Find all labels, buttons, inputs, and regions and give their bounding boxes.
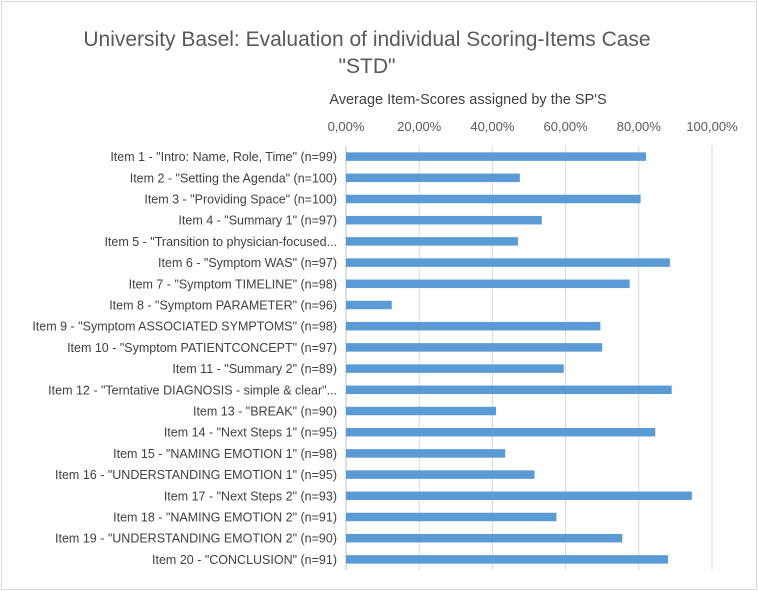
bar-item-14 (346, 427, 656, 437)
x-tick-label: 0,00% (328, 119, 365, 134)
category-label-item-4: Item 4 - "Summary 1" (n=97) (178, 214, 337, 228)
category-label-item-15: Item 15 - "NAMING EMOTION 1" (n=98) (113, 447, 337, 461)
bar-item-7 (346, 279, 630, 289)
bar-item-8 (346, 300, 392, 310)
category-label-item-12: Item 12 - "Terntative DIAGNOSIS - simple… (48, 383, 337, 397)
bars (346, 152, 692, 564)
category-label-item-3: Item 3 - "Providing Space" (n=100) (144, 193, 337, 207)
bar-item-13 (346, 406, 497, 416)
x-tick-labels: 0,00% 20,00% 40,00% 60,00% 80,00% 100,00% (328, 119, 739, 134)
gridlines (345, 146, 713, 570)
category-label-item-19: Item 19 - "UNDERSTANDING EMOTION 2" (n=9… (55, 532, 337, 546)
chart-title-line-2: "STD" (339, 55, 396, 78)
x-tick-label: 60,00% (544, 119, 589, 134)
category-label-item-14: Item 14 - "Next Steps 1" (n=95) (164, 426, 337, 440)
category-labels: Item 1 - "Intro: Name, Role, Time" (n=99… (32, 150, 337, 567)
category-label-item-5: Item 5 - "Transition to physician-focuse… (104, 235, 337, 249)
category-label-item-11: Item 11 - "Summary 2" (n=89) (172, 362, 337, 376)
bar-item-9 (346, 321, 601, 331)
bar-item-10 (346, 343, 603, 352)
category-label-item-18: Item 18 - "NAMING EMOTION 2" (n=91) (113, 511, 337, 525)
x-tick-label: 80,00% (617, 119, 662, 134)
category-label-item-13: Item 13 - "BREAK" (n=90) (193, 405, 337, 419)
bar-item-2 (346, 173, 520, 183)
category-label-item-16: Item 16 - "UNDERSTANDING EMOTION 1" (n=9… (55, 468, 337, 482)
bar-item-20 (346, 555, 669, 564)
bar-item-19 (346, 533, 623, 543)
bar-item-15 (346, 449, 506, 458)
bar-item-11 (346, 364, 564, 373)
bar-item-16 (346, 470, 535, 479)
bar-item-18 (346, 512, 557, 522)
bar-item-1 (346, 152, 647, 161)
category-label-item-1: Item 1 - "Intro: Name, Role, Time" (n=99… (110, 150, 337, 164)
category-label-item-20: Item 20 - "CONCLUSION" (n=91) (152, 553, 337, 567)
bar-item-17 (346, 491, 692, 501)
category-label-item-7: Item 7 - "Symptom TIMELINE" (n=98) (129, 277, 337, 291)
bar-item-12 (346, 385, 672, 395)
category-label-item-6: Item 6 - "Symptom WAS" (n=97) (158, 256, 337, 270)
category-label-item-9: Item 9 - "Symptom ASSOCIATED SYMPTOMS" (… (32, 320, 337, 334)
bar-item-5 (346, 237, 519, 246)
bar-item-3 (346, 194, 641, 204)
category-label-item-2: Item 2 - "Setting the Agenda" (n=100) (130, 171, 337, 185)
x-tick-label: 20,00% (397, 119, 442, 134)
x-axis-label: Average Item-Scores assigned by the SP'S (329, 92, 606, 108)
category-label-item-17: Item 17 - "Next Steps 2" (n=93) (164, 489, 337, 503)
x-tick-label: 40,00% (470, 119, 515, 134)
chart-title-line-1: University Basel: Evaluation of individu… (83, 28, 650, 51)
category-label-item-8: Item 8 - "Symptom PARAMETER" (n=96) (109, 299, 337, 313)
category-label-item-10: Item 10 - "Symptom PATIENTCONCEPT" (n=97… (67, 341, 337, 355)
x-tick-label: 100,00% (686, 119, 738, 134)
bar-item-6 (346, 258, 670, 267)
bar-item-4 (346, 215, 542, 225)
